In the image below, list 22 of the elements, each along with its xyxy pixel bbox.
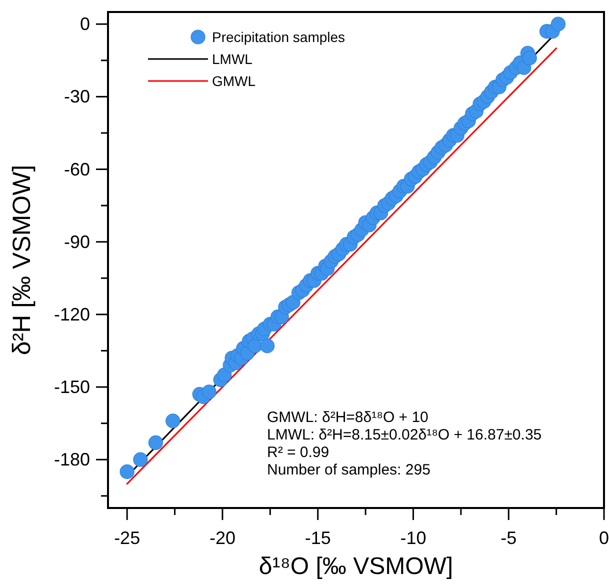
y-tick-label: -180 [54, 450, 90, 470]
x-tick-label: -5 [500, 528, 517, 548]
x-tick-label: 0 [598, 528, 609, 548]
legend-label: GMWL [212, 73, 256, 89]
x-tick-label: -20 [209, 528, 236, 548]
y-tick-label: -120 [54, 304, 90, 324]
legend-label: Precipitation samples [212, 29, 346, 45]
y-tick-label: 0 [80, 14, 90, 34]
annotation: GMWL: δ²H=8δ¹⁸O + 10 [267, 409, 428, 426]
annotation: Number of samples: 295 [267, 462, 430, 478]
y-tick-label: -90 [64, 232, 90, 252]
x-tick-label: -15 [304, 528, 331, 548]
y-tick-label: -60 [64, 159, 90, 180]
y-tick-label: -150 [54, 377, 90, 398]
x-tick-label: -25 [114, 528, 140, 548]
x-axis-title: δ¹⁸O [‰ VSMOW] [258, 553, 454, 580]
annotation: LMWL: δ²H=8.15±0.02δ¹⁸O + 16.87±0.35 [267, 426, 542, 444]
y-axis-title: δ²H [‰ VSMOW] [8, 164, 36, 356]
annotation: R² = 0.99 [267, 444, 330, 461]
legend-label: LMWL [212, 51, 253, 67]
y-tick-label: -30 [64, 86, 90, 107]
x-tick-label: -10 [400, 528, 426, 548]
